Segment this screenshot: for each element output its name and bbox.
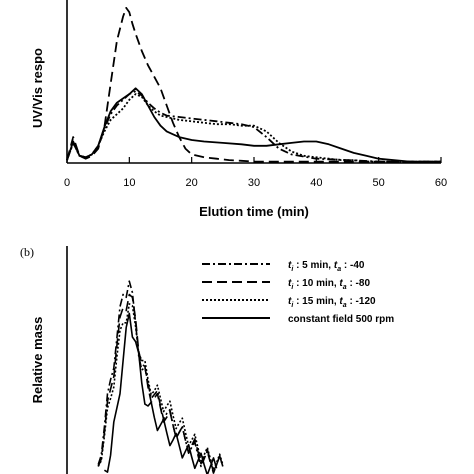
panel-a-x-tick-label: 40 [310,177,322,189]
panel-a-x-label: Elution time (min) [199,204,309,219]
panel-b-series-dashed [97,293,224,473]
panel-a-series-solid [66,87,441,163]
panel-b-series-dashdot [97,280,224,474]
panel-a-y-label: UV/Vis respo [30,48,45,128]
panel-b-legend: ti : 5 min, ta : -40 ti : 10 min, ta : -8… [202,260,394,325]
legend-entry-label: ti : 15 min, ta : -120 [288,296,376,309]
panel-a-x-tick-label: 0 [64,177,70,189]
panel-b-chart: (b) Relative mass ti : 5 min, ta : -40ti… [20,245,394,474]
panel-b-series-solid [103,312,218,474]
panel-b-tag: (b) [20,245,34,259]
panel-b-y-label: Relative mass [30,317,45,404]
panel-a-series-dotted [66,93,441,163]
panel-a-x-tick-label: 20 [186,177,198,189]
panel-a-x-tick-label: 10 [123,177,135,189]
panel-a-series-dashed [66,7,441,163]
legend-entry-label: ti : 5 min, ta : -40 [288,260,365,273]
legend-entry-label: ti : 10 min, ta : -80 [288,278,370,291]
panel-b-series-dotted [97,303,224,472]
panel-a-x-tick-label: 60 [435,177,447,189]
panel-a-chart: 0 10 20 30 40 50 60 UV/Vis respo Elution time … [30,0,447,219]
panel-a-x-tick-label: 30 [248,177,260,189]
legend-entry-label: constant field 500 rpm [288,314,394,325]
panel-a-x-tick-label: 50 [373,177,385,189]
panel-a-series-dashdot [66,90,441,163]
